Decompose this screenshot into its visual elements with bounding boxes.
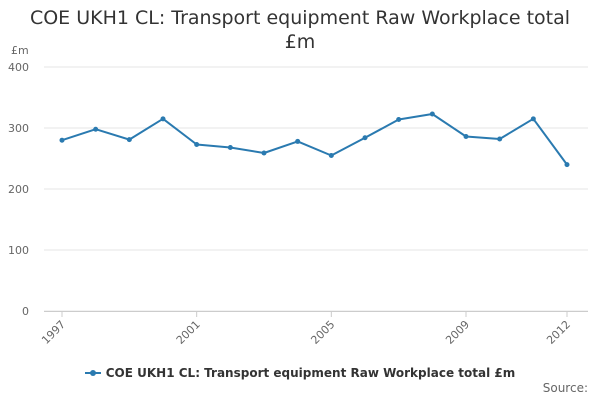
- y-tick-label-200: 200: [8, 183, 29, 196]
- data-point-2007[interactable]: [396, 116, 402, 122]
- data-point-2003[interactable]: [261, 150, 267, 156]
- x-tick-label-2009: 2009: [443, 318, 472, 347]
- y-tick-label-100: 100: [8, 244, 29, 257]
- x-tick-label-2012: 2012: [544, 318, 573, 347]
- y-axis-unit-label: £m: [11, 44, 29, 57]
- y-tick-label-400: 400: [8, 61, 29, 74]
- data-point-2012[interactable]: [564, 162, 570, 168]
- data-point-2008[interactable]: [429, 111, 435, 117]
- legend-line-marker-icon: [84, 369, 101, 376]
- data-point-1999[interactable]: [126, 137, 132, 143]
- data-point-2005[interactable]: [328, 152, 334, 158]
- x-tick-label-2005: 2005: [308, 318, 337, 347]
- data-point-2009[interactable]: [463, 134, 469, 140]
- data-point-2001[interactable]: [194, 141, 200, 147]
- source-label: Source:: [542, 381, 588, 395]
- x-axis: 1997 2001 2005 2009 2012: [39, 311, 588, 347]
- chart-title: COE UKH1 CL: Transport equipment Raw Wor…: [29, 7, 571, 53]
- series-line-0: [61, 113, 568, 166]
- y-axis-ticks: 0 100 200 300 400: [8, 61, 29, 318]
- grid-lines: [44, 66, 588, 312]
- data-point-2006[interactable]: [362, 135, 368, 141]
- legend[interactable]: COE UKH1 CL: Transport equipment Raw Wor…: [0, 366, 600, 380]
- data-point-2011[interactable]: [530, 116, 536, 122]
- legend-item-label: COE UKH1 CL: Transport equipment Raw Wor…: [105, 366, 516, 380]
- series-group: [59, 111, 570, 168]
- y-tick-label-0: 0: [22, 305, 29, 318]
- x-tick-label-2001: 2001: [174, 318, 203, 347]
- data-point-1997[interactable]: [59, 137, 65, 143]
- data-point-2002[interactable]: [227, 145, 233, 151]
- y-tick-label-300: 300: [8, 122, 29, 135]
- data-point-2010[interactable]: [497, 136, 503, 142]
- data-point-2004[interactable]: [295, 138, 301, 144]
- data-point-1998[interactable]: [93, 126, 99, 132]
- x-tick-label-1997: 1997: [39, 318, 68, 347]
- data-point-2000[interactable]: [160, 116, 166, 122]
